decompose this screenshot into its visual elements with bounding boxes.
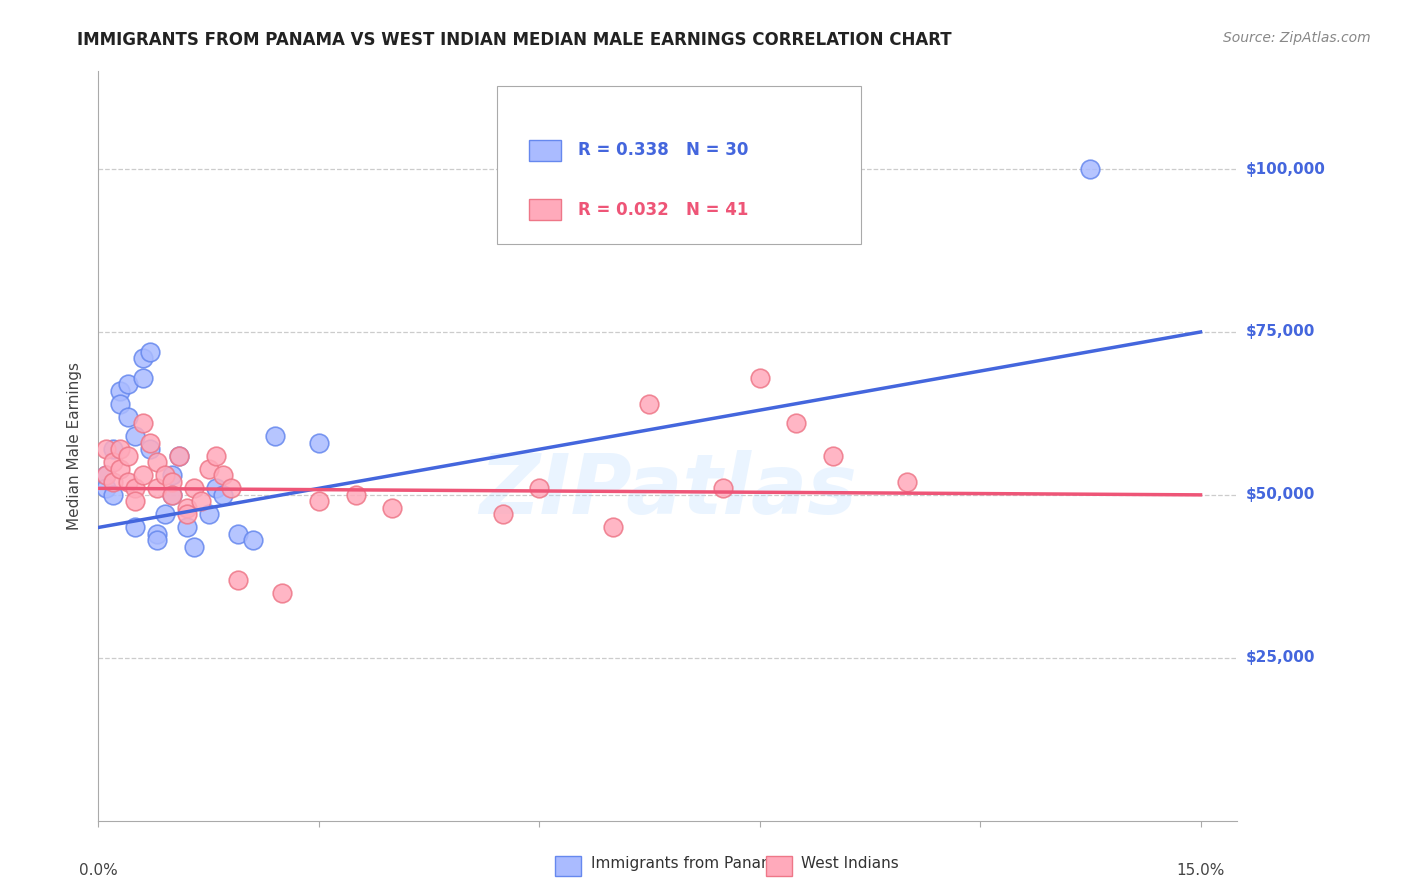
Point bbox=[153, 468, 176, 483]
Text: Source: ZipAtlas.com: Source: ZipAtlas.com bbox=[1223, 31, 1371, 45]
Text: $25,000: $25,000 bbox=[1246, 650, 1315, 665]
Text: Immigrants from Panama: Immigrants from Panama bbox=[591, 856, 785, 871]
Point bbox=[117, 449, 139, 463]
Point bbox=[823, 449, 845, 463]
Point bbox=[124, 520, 146, 534]
Point bbox=[167, 449, 190, 463]
Text: ZIPatlas: ZIPatlas bbox=[479, 450, 856, 532]
Text: R = 0.032   N = 41: R = 0.032 N = 41 bbox=[578, 201, 748, 219]
Text: 15.0%: 15.0% bbox=[1177, 863, 1225, 878]
Text: $50,000: $50,000 bbox=[1246, 487, 1315, 502]
Point bbox=[146, 455, 169, 469]
Point bbox=[1078, 162, 1101, 177]
Point bbox=[219, 481, 242, 495]
Point bbox=[212, 488, 235, 502]
Point bbox=[785, 416, 807, 430]
Point bbox=[190, 494, 212, 508]
Point bbox=[146, 533, 169, 548]
Point bbox=[110, 384, 132, 398]
Point bbox=[226, 527, 249, 541]
Point bbox=[638, 397, 661, 411]
Point bbox=[176, 508, 198, 522]
Text: 0.0%: 0.0% bbox=[79, 863, 118, 878]
Point bbox=[146, 481, 169, 495]
Point bbox=[117, 377, 139, 392]
Text: West Indians: West Indians bbox=[801, 856, 900, 871]
Text: $100,000: $100,000 bbox=[1246, 161, 1326, 177]
Point bbox=[242, 533, 264, 548]
Point bbox=[160, 475, 183, 489]
Point bbox=[101, 488, 124, 502]
Point bbox=[226, 573, 249, 587]
Point bbox=[94, 468, 117, 483]
Point bbox=[711, 481, 734, 495]
Point bbox=[183, 540, 205, 554]
Point bbox=[197, 462, 219, 476]
Point bbox=[94, 442, 117, 457]
Point bbox=[101, 455, 124, 469]
Point bbox=[110, 462, 132, 476]
Point bbox=[153, 508, 176, 522]
FancyBboxPatch shape bbox=[498, 87, 862, 244]
Point bbox=[131, 468, 153, 483]
Point bbox=[491, 508, 513, 522]
Point bbox=[271, 585, 294, 599]
Point bbox=[197, 508, 219, 522]
Point bbox=[167, 449, 190, 463]
Point bbox=[160, 468, 183, 483]
Text: $75,000: $75,000 bbox=[1246, 325, 1315, 340]
Point bbox=[308, 435, 330, 450]
Point bbox=[748, 370, 770, 384]
Point bbox=[94, 468, 117, 483]
Point bbox=[344, 488, 367, 502]
Point bbox=[124, 481, 146, 495]
Point bbox=[160, 488, 183, 502]
Point bbox=[117, 475, 139, 489]
Point bbox=[139, 344, 162, 359]
Point bbox=[205, 481, 228, 495]
Point bbox=[205, 449, 228, 463]
Point bbox=[124, 429, 146, 443]
Point bbox=[263, 429, 285, 443]
Point bbox=[176, 500, 198, 515]
Point bbox=[176, 520, 198, 534]
Bar bbox=[529, 200, 561, 220]
Point bbox=[94, 481, 117, 495]
Point bbox=[124, 494, 146, 508]
Point bbox=[110, 442, 132, 457]
Point bbox=[146, 527, 169, 541]
Point bbox=[101, 442, 124, 457]
Point bbox=[110, 397, 132, 411]
Bar bbox=[529, 139, 561, 161]
Point bbox=[212, 468, 235, 483]
Point bbox=[381, 500, 404, 515]
Point bbox=[131, 416, 153, 430]
Point bbox=[602, 520, 624, 534]
Point bbox=[117, 409, 139, 424]
Point bbox=[131, 370, 153, 384]
Point bbox=[183, 481, 205, 495]
Point bbox=[529, 481, 551, 495]
Point bbox=[160, 488, 183, 502]
Point bbox=[131, 351, 153, 365]
Y-axis label: Median Male Earnings: Median Male Earnings bbox=[67, 362, 83, 530]
Text: R = 0.338   N = 30: R = 0.338 N = 30 bbox=[578, 141, 748, 159]
Text: IMMIGRANTS FROM PANAMA VS WEST INDIAN MEDIAN MALE EARNINGS CORRELATION CHART: IMMIGRANTS FROM PANAMA VS WEST INDIAN ME… bbox=[77, 31, 952, 49]
Point bbox=[308, 494, 330, 508]
Point bbox=[139, 442, 162, 457]
Point bbox=[139, 435, 162, 450]
Point bbox=[896, 475, 918, 489]
Point bbox=[101, 475, 124, 489]
